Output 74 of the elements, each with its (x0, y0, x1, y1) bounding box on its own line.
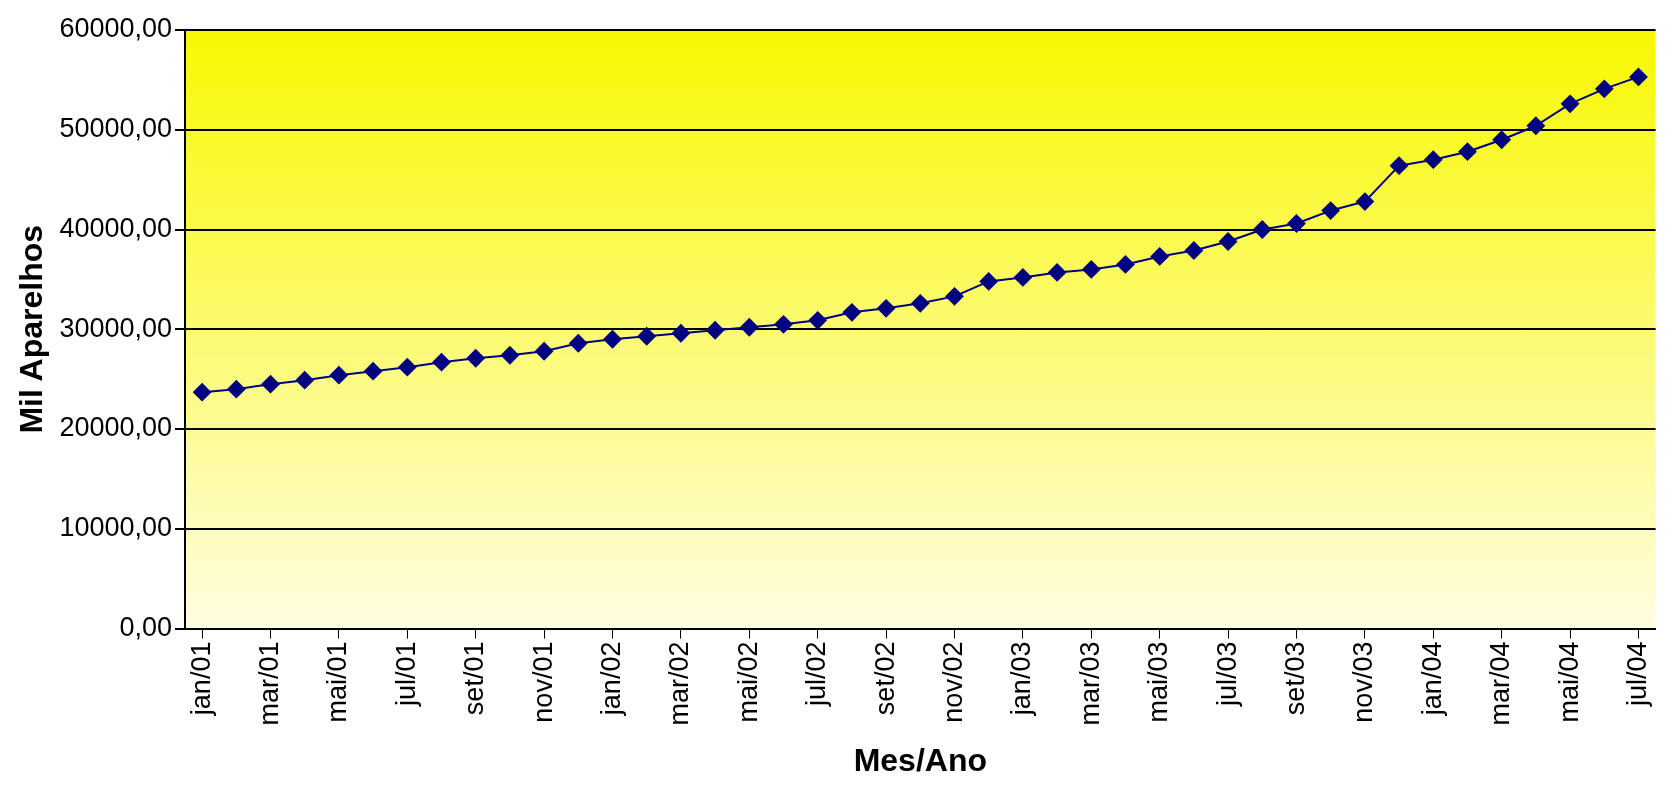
point (295, 371, 314, 390)
point (1150, 247, 1169, 266)
point (740, 318, 759, 337)
y-tick-label: 30000,00 (59, 312, 173, 343)
point (1219, 232, 1238, 251)
x-tick-label: jul/02 (801, 641, 832, 708)
x-tick-label: mai/03 (1143, 641, 1174, 723)
point (398, 358, 417, 377)
x-tick-label: jan/02 (595, 641, 626, 717)
point (227, 380, 246, 399)
x-tick-label: mar/02 (664, 641, 695, 726)
x-tick-label: nov/01 (527, 641, 558, 723)
x-tick-label: jan/01 (185, 641, 216, 717)
point (329, 366, 348, 385)
point (1048, 263, 1067, 282)
point (603, 330, 622, 349)
y-axis-title: Mil Aparelhos (13, 224, 50, 434)
y-tick-label: 40000,00 (59, 212, 173, 243)
x-tick-label: jan/03 (1006, 641, 1037, 717)
x-tick-label: nov/03 (1348, 641, 1379, 723)
x-tick-label: mai/04 (1553, 641, 1584, 723)
x-tick-label: set/02 (869, 641, 900, 716)
x-tick-label: jul/01 (390, 641, 421, 708)
point (1492, 130, 1511, 149)
point (808, 311, 827, 330)
point (1458, 142, 1477, 161)
point (1629, 67, 1648, 86)
point (261, 375, 280, 394)
y-tick-label: 50000,00 (59, 113, 173, 144)
point (364, 362, 383, 381)
point (1526, 116, 1545, 135)
y-tick-label: 20000,00 (59, 412, 173, 443)
point (1253, 220, 1272, 239)
point (1116, 255, 1135, 274)
y-tick-label: 10000,00 (59, 512, 173, 543)
x-tick-label: set/01 (459, 641, 490, 716)
x-tick-label: mai/01 (322, 641, 353, 723)
point (842, 303, 861, 322)
x-tick-label: nov/02 (937, 641, 968, 723)
x-axis-title: Mes/Ano (853, 741, 987, 778)
point (911, 294, 930, 313)
x-tick-label: mar/01 (253, 641, 284, 726)
x-tick-label: jan/04 (1416, 641, 1447, 717)
x-tick-label: mai/02 (732, 641, 763, 723)
point (432, 353, 451, 372)
point (877, 299, 896, 318)
x-tick-label: mar/04 (1485, 641, 1516, 726)
point (1321, 201, 1340, 220)
point (1595, 79, 1614, 98)
point (1355, 192, 1374, 211)
point (774, 315, 793, 334)
x-tick-label: jul/03 (1211, 641, 1242, 708)
y-tick-label: 0,00 (119, 612, 173, 643)
point (1287, 214, 1306, 233)
point (706, 321, 725, 340)
x-tick-label: set/03 (1279, 641, 1310, 716)
point (569, 334, 588, 353)
point (193, 383, 212, 402)
x-tick-label: jul/04 (1621, 641, 1652, 708)
point (1390, 156, 1409, 175)
point (1424, 150, 1443, 169)
point (500, 346, 519, 365)
point (1013, 268, 1032, 287)
point (671, 324, 690, 343)
point (1184, 241, 1203, 260)
point (1082, 260, 1101, 279)
point (466, 349, 485, 368)
x-tick-label: mar/03 (1074, 641, 1105, 726)
point (637, 327, 656, 346)
point (535, 342, 554, 361)
point (945, 287, 964, 306)
point (979, 272, 998, 291)
y-tick-label: 60000,00 (59, 13, 173, 44)
point (1561, 94, 1580, 113)
